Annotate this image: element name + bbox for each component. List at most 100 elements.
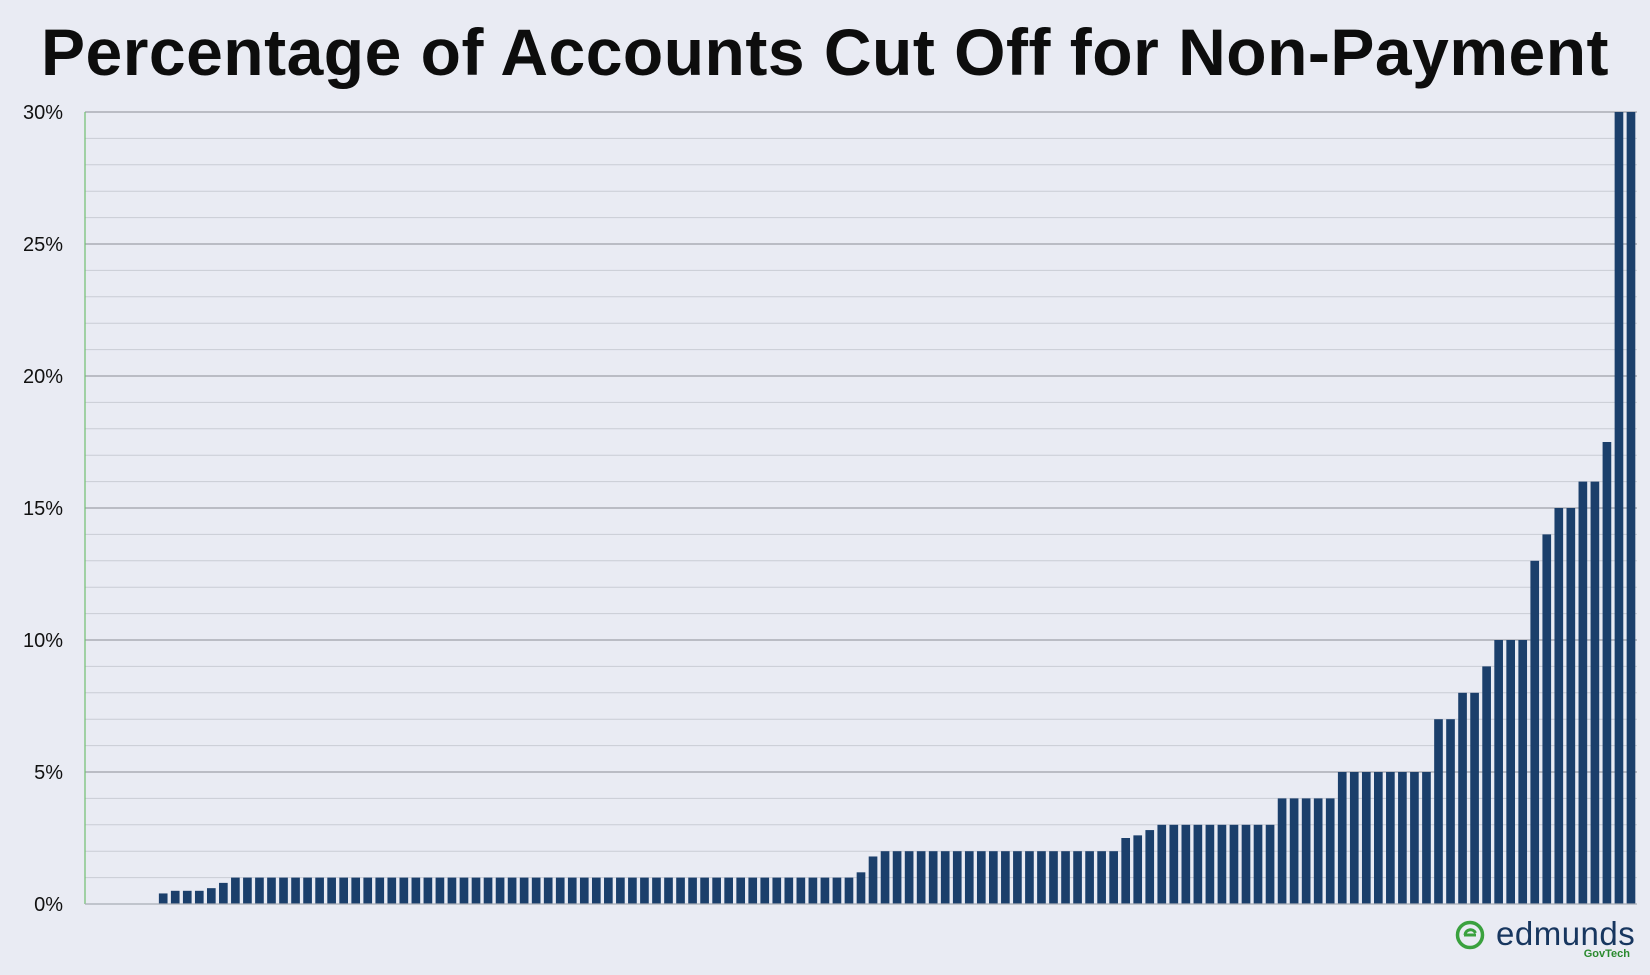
bar bbox=[940, 851, 950, 904]
bar bbox=[1229, 824, 1239, 904]
bar bbox=[976, 851, 986, 904]
bar bbox=[868, 856, 878, 904]
bar bbox=[880, 851, 890, 904]
bar bbox=[820, 877, 830, 904]
bar bbox=[1025, 851, 1034, 904]
bar bbox=[1301, 798, 1311, 904]
bar bbox=[231, 877, 240, 904]
bar bbox=[1169, 824, 1179, 904]
bar bbox=[964, 851, 974, 904]
bar bbox=[1602, 442, 1612, 904]
bar bbox=[664, 877, 673, 904]
bar bbox=[1073, 851, 1082, 904]
bar bbox=[1590, 481, 1600, 904]
bar bbox=[989, 851, 998, 904]
bar bbox=[1337, 772, 1347, 904]
bar bbox=[1325, 798, 1335, 904]
bar bbox=[1085, 851, 1094, 904]
bar bbox=[856, 872, 866, 904]
chart-title: Percentage of Accounts Cut Off for Non-P… bbox=[40, 15, 1610, 89]
bar bbox=[1434, 719, 1443, 904]
y-axis-ticks: 0% 5% 10% 15% 20% 25% 30% bbox=[23, 102, 63, 916]
bar bbox=[1349, 772, 1359, 904]
bar bbox=[640, 877, 649, 904]
bar bbox=[327, 877, 336, 904]
logo-wordmark: edmunds bbox=[1496, 915, 1636, 952]
bar bbox=[628, 877, 637, 904]
bar bbox=[1217, 824, 1227, 904]
y-tick-label: 5% bbox=[34, 762, 63, 784]
bar bbox=[1542, 534, 1552, 904]
bar bbox=[243, 877, 252, 904]
bar bbox=[1614, 112, 1624, 904]
bar bbox=[832, 877, 842, 904]
bar bbox=[1241, 824, 1251, 904]
bar bbox=[339, 877, 348, 904]
bar bbox=[591, 877, 601, 904]
y-tick-label: 0% bbox=[34, 894, 63, 916]
edmunds-logo: edmunds GovTech bbox=[1454, 915, 1636, 961]
bar bbox=[1578, 481, 1588, 904]
bar bbox=[1097, 851, 1106, 904]
bar bbox=[1458, 692, 1467, 904]
bar bbox=[170, 890, 180, 904]
bar bbox=[1037, 851, 1046, 904]
bar bbox=[1386, 772, 1395, 904]
bar bbox=[604, 877, 613, 904]
bar bbox=[1265, 824, 1275, 904]
bar bbox=[531, 877, 541, 904]
bar bbox=[1410, 772, 1419, 904]
bar bbox=[279, 877, 288, 904]
bar bbox=[724, 877, 733, 904]
bar bbox=[303, 877, 312, 904]
bar bbox=[652, 877, 661, 904]
bar bbox=[1482, 666, 1491, 904]
bar bbox=[579, 877, 589, 904]
bar bbox=[1554, 508, 1564, 904]
bar bbox=[315, 877, 324, 904]
bar bbox=[1145, 830, 1155, 904]
bar bbox=[928, 851, 938, 904]
bar bbox=[351, 877, 361, 904]
bar bbox=[1289, 798, 1299, 904]
bar bbox=[219, 882, 228, 904]
y-tick-label: 25% bbox=[23, 234, 63, 256]
bar bbox=[1061, 851, 1070, 904]
bar bbox=[194, 890, 204, 904]
bar bbox=[676, 877, 685, 904]
bar bbox=[1494, 640, 1503, 904]
bar bbox=[363, 877, 373, 904]
bar bbox=[1566, 508, 1576, 904]
bar bbox=[1374, 772, 1383, 904]
bar bbox=[1446, 719, 1455, 904]
bar bbox=[616, 877, 625, 904]
bar bbox=[206, 888, 216, 904]
bar bbox=[399, 877, 409, 904]
bar bbox=[772, 877, 782, 904]
bar bbox=[411, 877, 421, 904]
bar bbox=[1530, 560, 1540, 904]
bar bbox=[483, 877, 493, 904]
bar bbox=[1313, 798, 1323, 904]
bar bbox=[1518, 640, 1528, 904]
bar bbox=[952, 851, 962, 904]
bar bbox=[1470, 692, 1479, 904]
axis-lines bbox=[84, 112, 1637, 905]
bar bbox=[1506, 640, 1516, 904]
bar bbox=[808, 877, 818, 904]
bar bbox=[1049, 851, 1058, 904]
edmunds-logo-icon bbox=[1455, 920, 1485, 950]
bar bbox=[712, 877, 721, 904]
y-tick-label: 15% bbox=[23, 498, 63, 520]
bar bbox=[1277, 798, 1287, 904]
bar bbox=[387, 877, 397, 904]
bar bbox=[748, 877, 758, 904]
y-tick-label: 10% bbox=[23, 630, 63, 652]
bar bbox=[507, 877, 517, 904]
bar bbox=[495, 877, 505, 904]
bar bbox=[158, 893, 168, 904]
bar bbox=[543, 877, 553, 904]
bar bbox=[471, 877, 481, 904]
bar bbox=[736, 877, 746, 904]
